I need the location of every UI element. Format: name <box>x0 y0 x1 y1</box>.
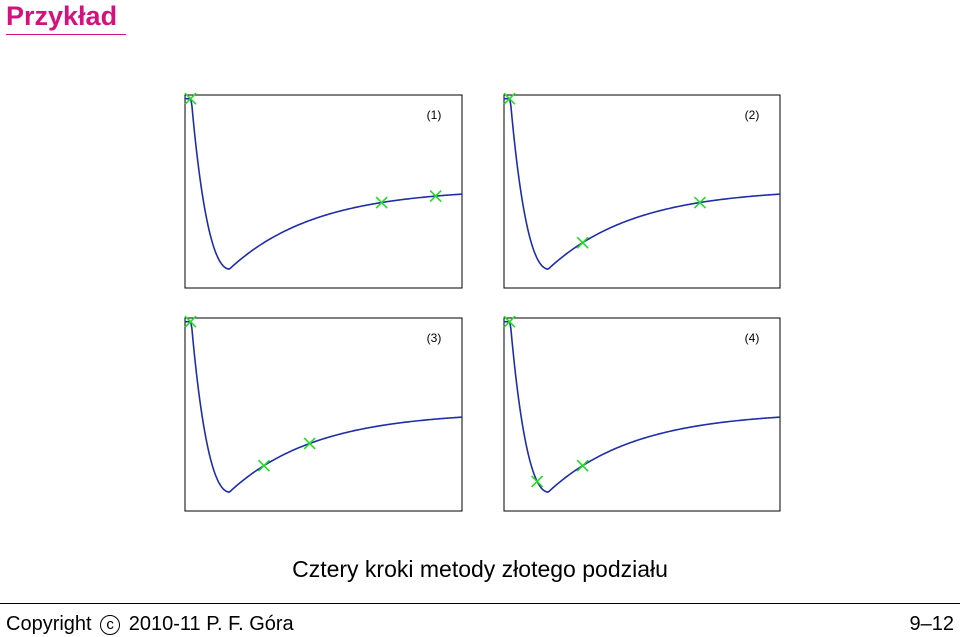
footer-copyright-suffix: 2010-11 P. F. Góra <box>128 613 294 635</box>
potential-curve <box>185 320 463 493</box>
bracket-point-marker <box>576 236 589 249</box>
panel-label: (4) <box>745 331 760 345</box>
figure-caption: Cztery kroki metody złotego podziału <box>292 556 668 582</box>
panel-label: (2) <box>745 108 760 122</box>
footer-rule <box>0 603 960 604</box>
plot-panel-4: (4) <box>503 315 781 512</box>
potential-curve <box>504 97 781 270</box>
panel-label: (3) <box>427 331 442 345</box>
footer-page-number: 9–12 <box>909 613 955 635</box>
potential-curve <box>185 97 463 270</box>
plot-frame <box>184 317 463 512</box>
plot-panel-2: (2) <box>503 92 781 289</box>
slide-title: Przykład <box>6 1 118 31</box>
plots-figure: (1) (2) (3) (4) <box>184 92 781 512</box>
bracket-point-marker <box>184 315 197 328</box>
plot-frame <box>184 94 463 289</box>
copyright-symbol: c <box>100 615 121 635</box>
potential-curve <box>504 320 781 493</box>
footer-copyright: Copyright c 2010-11 P. F. Góra <box>6 611 294 637</box>
bracket-point-marker <box>303 437 316 450</box>
bracket-point-marker <box>531 475 544 488</box>
plot-panel-1: (1) <box>184 92 463 289</box>
title-underline <box>6 34 126 35</box>
bracket-point-marker <box>503 315 516 328</box>
bracket-point-marker <box>429 190 442 203</box>
bracket-point-marker <box>693 196 707 209</box>
bracket-point-marker <box>503 92 516 105</box>
bracket-point-marker <box>257 459 271 472</box>
panel-label: (1) <box>427 108 442 122</box>
plot-frame <box>503 317 781 512</box>
bracket-point-marker <box>576 459 589 472</box>
plot-frame <box>503 94 781 289</box>
bracket-point-marker <box>184 92 197 105</box>
bracket-point-marker <box>375 196 388 209</box>
footer-copyright-prefix: Copyright <box>6 613 92 635</box>
plot-panel-3: (3) <box>184 315 463 512</box>
